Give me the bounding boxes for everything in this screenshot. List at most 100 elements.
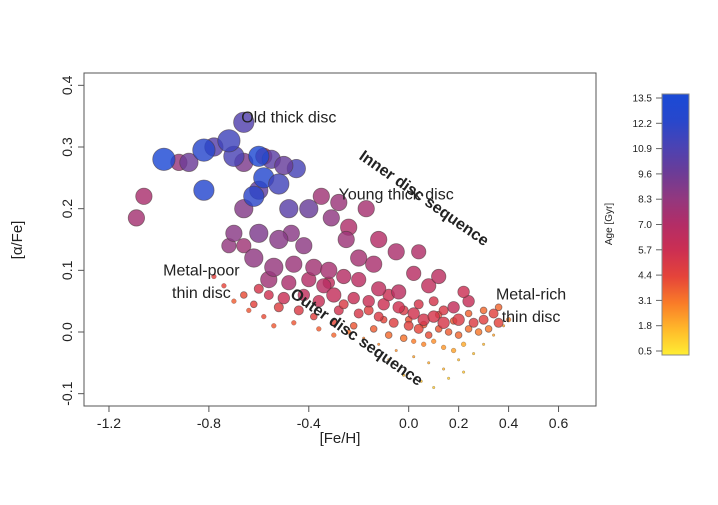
data-point [411, 338, 417, 344]
y-tick-label: 0.4 [59, 75, 75, 95]
data-point [392, 301, 405, 314]
data-point [387, 243, 405, 261]
y-tick-label: 0.2 [59, 199, 75, 219]
data-point [388, 317, 399, 328]
data-point [135, 187, 153, 205]
x-axis: -1.2 -0.8 -0.4 0.0 0.2 0.4 0.6 [97, 406, 569, 431]
data-point [281, 275, 297, 291]
data-point [377, 342, 381, 346]
plot-frame [83, 72, 597, 407]
data-point [457, 358, 461, 362]
data-point [336, 268, 352, 285]
data-point [413, 323, 424, 334]
data-point [338, 299, 349, 310]
data-point [428, 296, 439, 307]
x-tick-label: -0.4 [297, 415, 321, 431]
data-point [464, 325, 473, 333]
data-point [419, 379, 423, 383]
region-annotation: Old thick disc [241, 109, 336, 126]
data-point [371, 281, 387, 297]
data-point [350, 249, 368, 267]
data-point [331, 332, 337, 338]
data-point [468, 317, 479, 328]
data-point [362, 336, 366, 340]
data-point [370, 230, 388, 249]
data-point [322, 209, 340, 227]
data-point [274, 155, 294, 176]
colorbar-ticks: 13.5 12.2 10.9 9.6 8.3 7.0 5.7 4.4 3.1 1.8 0.5 [633, 94, 662, 358]
data-point [478, 314, 489, 325]
data-point [248, 145, 270, 167]
data-point [347, 291, 360, 305]
data-point [461, 341, 467, 347]
data-point [299, 199, 319, 219]
data-point [261, 314, 267, 320]
data-point [277, 291, 291, 305]
data-point [236, 238, 252, 254]
region-annotation: thin disc [172, 285, 231, 302]
data-point [291, 320, 297, 326]
data-point [312, 187, 330, 205]
data-point [316, 278, 332, 294]
data-point [493, 317, 504, 328]
colorbar-tick-label: 13.5 [633, 94, 653, 105]
data-point [492, 333, 496, 337]
data-point [438, 305, 449, 316]
data-point [211, 273, 217, 280]
y-tick-label: 0.3 [59, 137, 75, 157]
x-tick-label: -0.8 [197, 415, 221, 431]
data-point [421, 341, 427, 347]
colorbar-tick-label: 4.4 [638, 271, 652, 282]
data-point [452, 313, 465, 326]
data-point [457, 285, 470, 299]
data-point [412, 355, 416, 359]
data-point [293, 305, 304, 316]
data-point [373, 311, 384, 322]
x-tick-label: 0.6 [549, 415, 569, 431]
colorbar-tick-label: 10.9 [633, 144, 653, 155]
data-point [285, 255, 303, 273]
colorbar-tick-label: 1.8 [638, 321, 652, 332]
data-point [482, 342, 486, 346]
data-point [384, 331, 393, 339]
data-point [351, 271, 367, 288]
data-point [152, 147, 176, 171]
data-point [221, 283, 227, 289]
x-axis-label: [Fe/H] [320, 430, 361, 447]
data-point [406, 265, 422, 281]
data-point [268, 173, 290, 195]
data-point [472, 352, 476, 356]
x-tick-label: 0.0 [399, 415, 419, 431]
data-point [263, 289, 274, 300]
colorbar-tick-label: 8.3 [638, 195, 652, 206]
data-point [316, 326, 322, 332]
colorbar-tick-label: 3.1 [638, 296, 652, 307]
data-point [346, 329, 352, 335]
data-point [454, 331, 463, 339]
data-point [309, 312, 318, 321]
y-axis-label: [α/Fe] [9, 221, 26, 260]
data-point [127, 209, 145, 227]
data-point [353, 308, 364, 319]
data-point [464, 309, 473, 318]
data-point [444, 328, 453, 336]
data-point [362, 295, 375, 308]
data-point [432, 386, 436, 390]
data-point [179, 152, 199, 172]
data-point [427, 310, 440, 323]
data-point [365, 255, 383, 273]
colorbar-label: Age [Gyr] [604, 203, 615, 245]
data-point [320, 261, 338, 279]
x-tick-label: -1.2 [97, 415, 121, 431]
data-point [253, 283, 264, 294]
data-point [193, 179, 215, 201]
data-point [399, 334, 408, 343]
data-point [312, 295, 326, 308]
data-point [357, 200, 375, 218]
data-point [330, 193, 348, 212]
data-point [447, 376, 451, 380]
data-point [295, 237, 313, 255]
data-point [442, 367, 446, 371]
data-point [243, 185, 265, 207]
